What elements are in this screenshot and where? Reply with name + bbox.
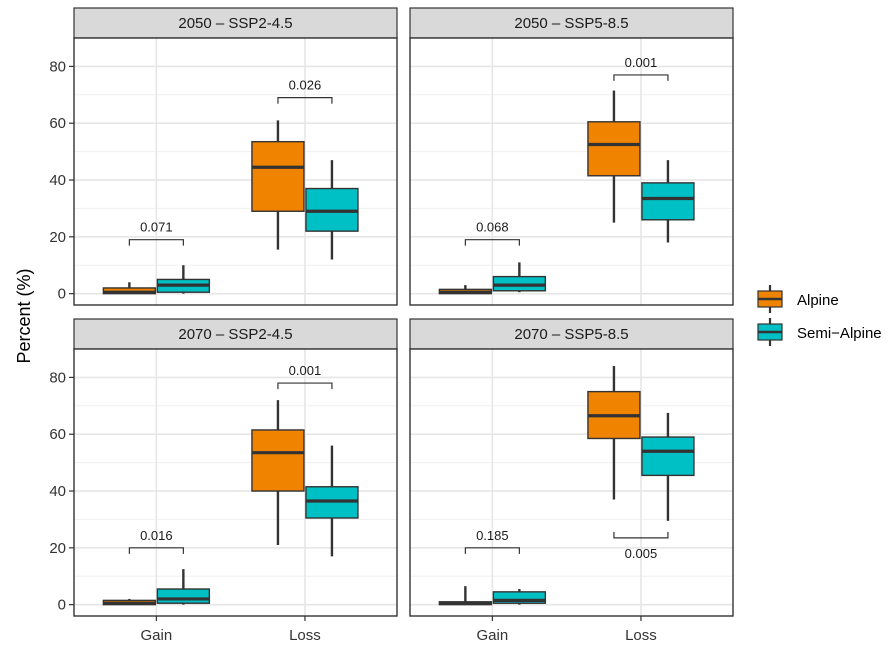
y-tick-label: 60 — [49, 426, 66, 443]
panel-border — [73, 37, 398, 306]
facet-strip — [73, 318, 398, 350]
y-tick-label: 20 — [49, 229, 66, 246]
y-tick-label: 0 — [58, 597, 66, 614]
box-gain-semi-alpine — [492, 591, 547, 604]
y-tick-label: 80 — [49, 369, 66, 386]
facet-title: 2050 – SSP5-8.5 — [514, 15, 628, 32]
p-value-label: 0.026 — [289, 78, 322, 93]
panel-border — [409, 348, 734, 617]
y-tick-label: 80 — [49, 58, 66, 75]
panel-background — [410, 38, 733, 305]
legend-label: Semi−Alpine — [797, 325, 882, 342]
significance-bracket — [613, 531, 669, 539]
panel-border — [409, 37, 734, 306]
facet-strip — [409, 7, 734, 39]
facet-title: 2050 – SSP2-4.5 — [178, 15, 292, 32]
p-value-label: 0.005 — [625, 546, 658, 561]
panel-background — [74, 38, 397, 305]
y-axis-title: Percent (%) — [14, 268, 34, 363]
significance-bracket — [128, 547, 184, 554]
box-loss-alpine — [251, 429, 305, 492]
y-tick-label: 20 — [49, 540, 66, 557]
y-tick-label: 0 — [58, 286, 66, 303]
legend-label: Alpine — [797, 292, 839, 309]
p-value-label: 0.071 — [140, 220, 173, 235]
y-tick-label: 40 — [49, 483, 66, 500]
facet-title: 2070 – SSP2-4.5 — [178, 326, 292, 343]
facet-strip — [73, 7, 398, 39]
panel-background — [74, 349, 397, 616]
box-gain-semi-alpine — [156, 588, 211, 604]
significance-bracket — [277, 382, 333, 390]
box-loss-alpine — [587, 121, 641, 177]
x-tick-label: Gain — [477, 627, 509, 644]
y-tick-label: 40 — [49, 172, 66, 189]
facet-title: 2070 – SSP5-8.5 — [514, 326, 628, 343]
box-loss-semi-alpine — [641, 182, 695, 221]
p-value-label: 0.016 — [140, 528, 173, 543]
panel-border — [73, 348, 398, 617]
y-tick-label: 60 — [49, 115, 66, 132]
box-loss-alpine — [251, 140, 305, 212]
significance-bracket — [128, 239, 184, 246]
p-value-label: 0.068 — [476, 220, 509, 235]
significance-bracket — [277, 97, 333, 104]
p-value-label: 0.001 — [625, 55, 658, 70]
x-tick-label: Gain — [141, 627, 173, 644]
box-loss-semi-alpine — [641, 436, 695, 477]
x-tick-label: Loss — [625, 627, 657, 644]
p-value-label: 0.001 — [289, 363, 322, 378]
p-value-label: 0.185 — [476, 528, 509, 543]
significance-bracket — [464, 547, 520, 554]
panel-background — [410, 349, 733, 616]
significance-bracket — [613, 74, 669, 81]
x-tick-label: Loss — [289, 627, 321, 644]
significance-bracket — [464, 239, 520, 246]
